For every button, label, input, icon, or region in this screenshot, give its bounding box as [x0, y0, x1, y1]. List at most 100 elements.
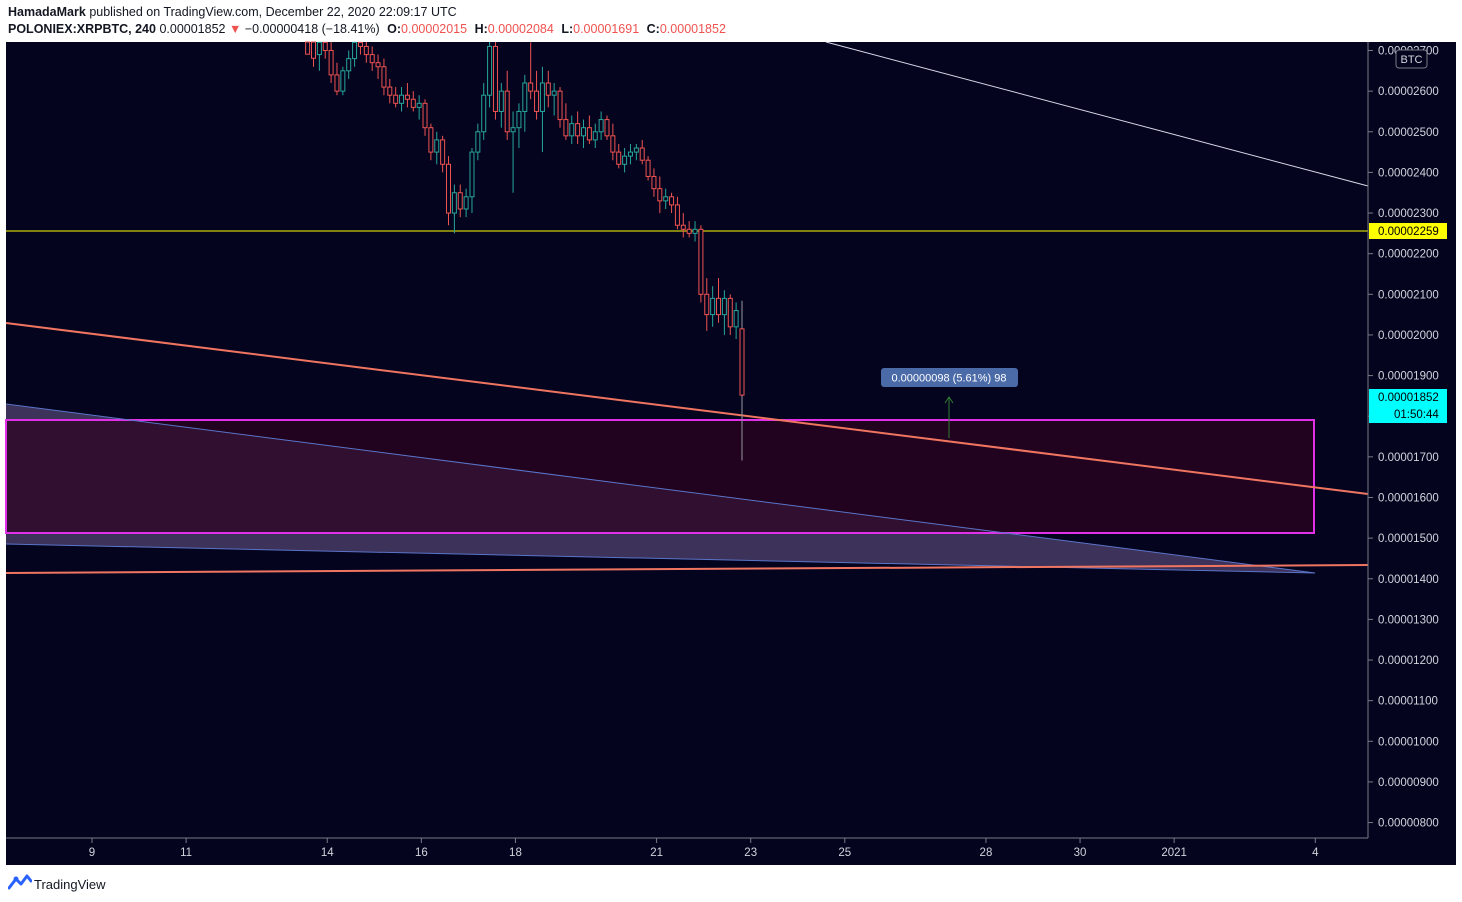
candle[interactable] — [340, 66, 346, 96]
candle[interactable] — [516, 103, 522, 149]
candle[interactable] — [481, 83, 487, 140]
candle-body — [686, 228, 692, 234]
symbol-label[interactable]: POLONIEX:XRPBTC, 240 — [8, 22, 156, 36]
candle[interactable] — [569, 115, 575, 144]
candle[interactable] — [322, 41, 328, 59]
candle[interactable] — [581, 119, 587, 149]
wedge-lower-line[interactable] — [5, 543, 1316, 574]
candle[interactable] — [686, 221, 692, 238]
candle[interactable] — [727, 294, 733, 335]
long-term-support-line[interactable] — [5, 564, 1369, 574]
time-axis[interactable] — [6, 838, 1368, 865]
candle[interactable] — [592, 123, 598, 149]
candle[interactable] — [669, 192, 675, 214]
candle[interactable] — [487, 42, 493, 108]
candle[interactable] — [716, 278, 722, 323]
descending-trend-line[interactable] — [5, 322, 1369, 495]
candle[interactable] — [704, 278, 710, 331]
candle[interactable] — [416, 95, 422, 120]
candle[interactable] — [404, 83, 410, 108]
candle[interactable] — [539, 66, 545, 153]
candle[interactable] — [451, 184, 457, 234]
candle-body — [504, 90, 510, 133]
candle[interactable] — [674, 196, 680, 230]
candle[interactable] — [563, 103, 569, 140]
candle[interactable] — [510, 111, 516, 193]
candle[interactable] — [410, 91, 416, 112]
candle[interactable] — [698, 225, 704, 303]
candle[interactable] — [475, 123, 481, 161]
candle[interactable] — [657, 176, 663, 214]
candle[interactable] — [633, 143, 639, 161]
candle[interactable] — [316, 41, 322, 71]
last-price-label: 0.00001852 — [1378, 392, 1439, 404]
candle[interactable] — [610, 123, 616, 161]
tradingview-logo-icon[interactable] — [8, 874, 32, 892]
candle[interactable] — [551, 83, 557, 116]
wedge-upper-line[interactable] — [5, 403, 1316, 574]
candle[interactable] — [305, 41, 311, 55]
candle[interactable] — [733, 302, 739, 340]
candle[interactable] — [721, 290, 727, 335]
candle[interactable] — [522, 74, 528, 132]
candle[interactable] — [604, 115, 610, 140]
close-label: C: — [646, 22, 660, 36]
candle[interactable] — [492, 42, 498, 120]
candle[interactable] — [387, 78, 393, 104]
candle[interactable] — [381, 58, 387, 96]
candle[interactable] — [352, 41, 358, 67]
demand-zone[interactable] — [5, 419, 1315, 534]
candle[interactable] — [434, 131, 440, 165]
candle[interactable] — [363, 42, 369, 63]
candle[interactable] — [616, 143, 622, 169]
candle[interactable] — [440, 135, 446, 173]
candle-body — [569, 123, 575, 137]
candle[interactable] — [739, 300, 745, 461]
candle[interactable] — [463, 188, 469, 218]
candle[interactable] — [357, 41, 363, 55]
candle[interactable] — [586, 115, 592, 144]
price-axis[interactable] — [1368, 42, 1456, 838]
candle[interactable] — [457, 184, 463, 218]
candle[interactable] — [422, 99, 428, 136]
candle-body — [692, 228, 698, 234]
candle[interactable] — [399, 87, 405, 112]
candle[interactable] — [504, 70, 510, 140]
candle-body — [352, 41, 358, 60]
candle[interactable] — [328, 42, 334, 84]
candle[interactable] — [692, 221, 698, 242]
currency-badge[interactable] — [1395, 49, 1428, 69]
ohlc-legend: POLONIEX:XRPBTC, 240 0.00001852 ▼ −0.000… — [8, 22, 726, 36]
candle[interactable] — [393, 87, 399, 108]
candle[interactable] — [598, 111, 604, 140]
candle[interactable] — [534, 70, 540, 120]
upper-resistance-line[interactable] — [825, 41, 1369, 187]
time-tick-label: 30 — [1074, 847, 1087, 859]
candle[interactable] — [639, 139, 645, 165]
candle[interactable] — [651, 168, 657, 197]
author-name[interactable]: HamadaMark — [8, 5, 86, 19]
candle[interactable] — [645, 156, 651, 181]
candle[interactable] — [375, 54, 381, 79]
price-chart[interactable]: 0.00000098 (5.61%) 98 0.000027000.000026… — [0, 0, 1462, 868]
candle[interactable] — [369, 46, 375, 71]
measure-box[interactable] — [881, 368, 1018, 387]
candle[interactable] — [334, 62, 340, 96]
candle[interactable] — [622, 148, 628, 173]
candle[interactable] — [545, 70, 551, 108]
candle[interactable] — [446, 156, 451, 226]
candle[interactable] — [557, 87, 563, 128]
candle[interactable] — [310, 41, 316, 67]
candle[interactable] — [575, 111, 581, 144]
brand-name[interactable]: TradingView — [34, 877, 106, 892]
candle[interactable] — [710, 286, 716, 327]
candle[interactable] — [680, 213, 686, 238]
candle-body — [539, 82, 545, 112]
candle[interactable] — [346, 50, 352, 79]
candle[interactable] — [627, 143, 633, 165]
candle[interactable] — [528, 42, 534, 100]
candle[interactable] — [498, 83, 504, 128]
candle[interactable] — [663, 188, 669, 209]
candle[interactable] — [428, 123, 434, 161]
candle[interactable] — [469, 148, 475, 214]
